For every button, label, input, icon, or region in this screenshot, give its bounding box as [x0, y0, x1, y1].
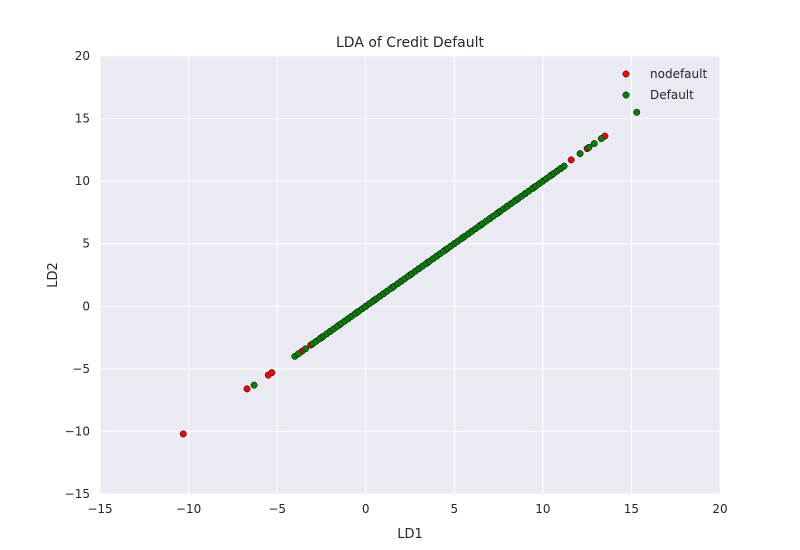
y-tick-label: 15 [75, 112, 90, 126]
y-tick-label: −10 [65, 424, 90, 438]
legend-label-default: Default [650, 88, 694, 102]
x-tick-labels: −15 −10 −5 0 5 10 15 20 [87, 502, 727, 516]
chart-title: LDA of Credit Default [336, 35, 485, 51]
point-nodefault [243, 385, 251, 393]
legend-marker-default [622, 91, 630, 99]
legend-marker-nodefault [622, 70, 630, 78]
point-default [560, 162, 568, 170]
x-tick-label: 0 [362, 502, 370, 516]
legend-label-nodefault: nodefault [650, 67, 707, 81]
data-points [179, 108, 641, 438]
y-tick-label: −15 [65, 487, 90, 501]
x-tick-label: 10 [535, 502, 550, 516]
point-default [590, 140, 598, 148]
point-nodefault [179, 430, 187, 438]
x-tick-label: 15 [624, 502, 639, 516]
x-axis-label: LD1 [397, 527, 423, 542]
y-tick-label: −5 [72, 362, 90, 376]
y-tick-labels: −15 −10 −5 0 5 10 15 20 [65, 49, 90, 501]
point-default [585, 143, 593, 151]
point-default [576, 150, 584, 158]
point-default [597, 135, 605, 143]
y-tick-label: 20 [75, 49, 90, 63]
y-tick-label: 0 [82, 299, 90, 313]
x-tick-label: 5 [450, 502, 458, 516]
point-default [250, 381, 258, 389]
y-tick-label: 5 [82, 237, 90, 251]
point-default [633, 108, 641, 116]
point-default [294, 350, 302, 358]
legend: nodefault Default [622, 67, 707, 102]
x-tick-label: 20 [712, 502, 727, 516]
x-tick-label: −5 [268, 502, 286, 516]
point-nodefault [567, 156, 575, 164]
x-tick-label: −10 [176, 502, 201, 516]
y-tick-label: 10 [75, 174, 90, 188]
point-default [302, 345, 309, 353]
x-tick-label: −15 [87, 502, 112, 516]
y-axis-label: LD2 [46, 262, 61, 288]
point-nodefault [268, 369, 276, 377]
grid [99, 55, 721, 495]
